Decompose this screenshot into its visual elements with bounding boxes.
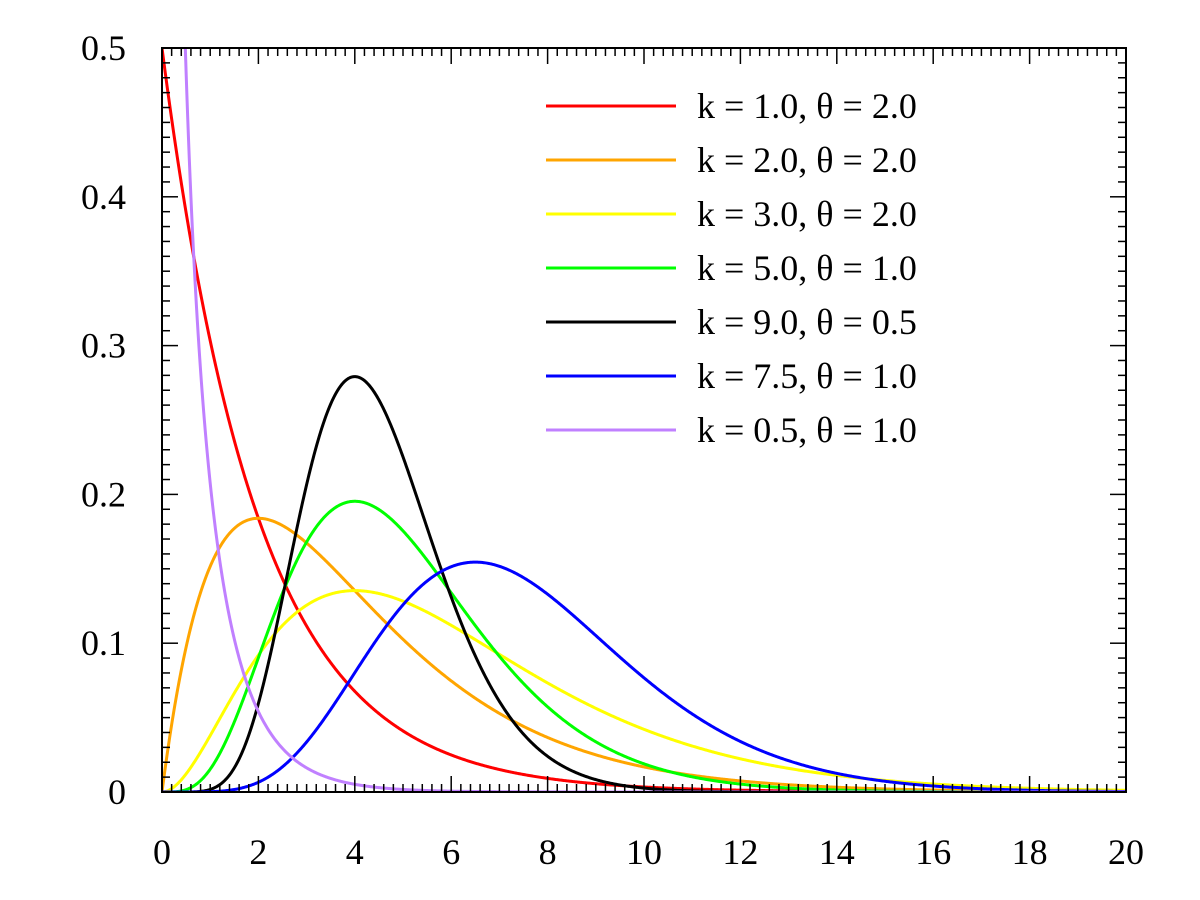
x-tick-label: 4 xyxy=(346,832,364,872)
x-tick-label: 20 xyxy=(1108,832,1144,872)
series-line-6 xyxy=(162,560,1126,792)
legend-label: k = 0.5, θ = 1.0 xyxy=(697,410,917,450)
legend-item-2: k = 2.0, θ = 2.0 xyxy=(546,140,917,180)
legend-item-5: k = 9.0, θ = 0.5 xyxy=(546,302,917,342)
y-tick-label: 0.2 xyxy=(81,474,126,514)
legend-label: k = 9.0, θ = 0.5 xyxy=(697,302,917,342)
legend-item-6: k = 7.5, θ = 1.0 xyxy=(546,356,917,396)
legend-item-3: k = 3.0, θ = 2.0 xyxy=(546,194,917,234)
legend-label: k = 3.0, θ = 2.0 xyxy=(697,194,917,234)
series-line-7 xyxy=(183,48,1126,792)
legend-label: k = 2.0, θ = 2.0 xyxy=(697,140,917,180)
y-tick-label: 0.3 xyxy=(81,326,126,366)
legend-label: k = 5.0, θ = 1.0 xyxy=(697,248,917,288)
plot-frame xyxy=(161,47,1127,793)
series-line-3 xyxy=(162,589,1126,792)
x-tick-label: 18 xyxy=(1012,832,1048,872)
legend-item-4: k = 5.0, θ = 1.0 xyxy=(546,248,917,288)
curves-layer xyxy=(162,48,1126,792)
y-tick-label: 0.5 xyxy=(81,28,126,68)
x-tick-label: 16 xyxy=(915,832,951,872)
x-tick-label: 12 xyxy=(722,832,758,872)
x-tick-label: 2 xyxy=(249,832,267,872)
legend-label: k = 1.0, θ = 2.0 xyxy=(697,86,917,126)
legend-item-1: k = 1.0, θ = 2.0 xyxy=(546,86,917,126)
series-line-2 xyxy=(162,516,1126,792)
x-tick-label: 6 xyxy=(442,832,460,872)
x-tick-label: 0 xyxy=(153,832,171,872)
y-tick-label: 0 xyxy=(108,772,126,812)
x-tick-labels: 0 2 4 6 8 10 12 14 16 18 20 xyxy=(153,832,1144,872)
series-line-4 xyxy=(162,499,1126,792)
y-tick-labels: 0 0.1 0.2 0.3 0.4 0.5 xyxy=(81,28,126,812)
axis-ticks xyxy=(161,47,1127,793)
legend-label: k = 7.5, θ = 1.0 xyxy=(697,356,917,396)
legend-item-7: k = 0.5, θ = 1.0 xyxy=(546,410,917,450)
y-tick-label: 0.1 xyxy=(81,623,126,663)
y-tick-label: 0.4 xyxy=(81,177,126,217)
x-tick-label: 14 xyxy=(819,832,855,872)
x-tick-label: 10 xyxy=(626,832,662,872)
x-tick-label: 8 xyxy=(539,832,557,872)
legend: k = 1.0, θ = 2.0 k = 2.0, θ = 2.0 k = 3.0,… xyxy=(546,86,917,450)
